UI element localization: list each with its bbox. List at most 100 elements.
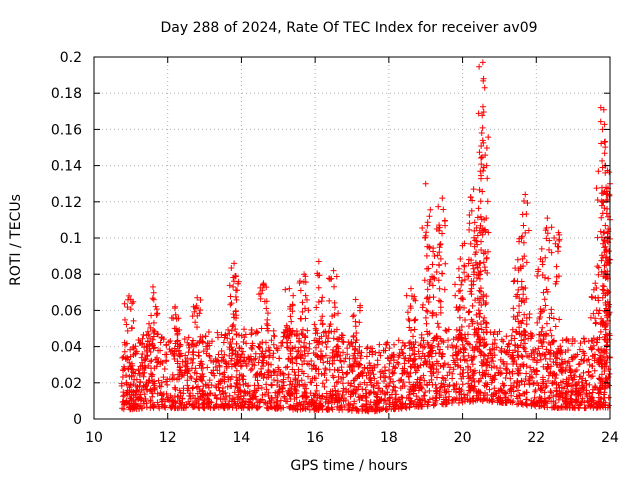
data-point <box>285 374 292 381</box>
data-point <box>205 340 212 347</box>
data-point <box>363 401 370 408</box>
data-point <box>286 388 293 395</box>
data-point <box>439 270 446 277</box>
data-point <box>281 330 288 337</box>
data-point <box>461 262 468 269</box>
data-point <box>345 407 352 414</box>
data-point <box>228 355 235 362</box>
data-point <box>225 326 232 333</box>
data-point <box>280 372 287 379</box>
data-point <box>598 190 605 197</box>
data-point <box>478 142 485 149</box>
data-point <box>574 380 581 387</box>
data-point <box>149 393 156 400</box>
data-point <box>419 224 426 231</box>
data-point <box>197 306 204 313</box>
data-point <box>350 360 357 367</box>
data-point <box>226 352 233 359</box>
data-point <box>243 340 250 347</box>
data-point <box>150 296 157 303</box>
data-point <box>430 369 437 376</box>
data-point <box>591 384 598 391</box>
data-point <box>524 200 531 207</box>
data-point <box>260 353 267 360</box>
data-point <box>352 296 359 303</box>
data-point <box>268 382 275 389</box>
data-point <box>437 298 444 305</box>
y-tick-label: 0.12 <box>51 195 82 211</box>
data-point <box>154 331 161 338</box>
data-point <box>234 354 241 361</box>
data-point <box>510 358 517 365</box>
data-point <box>426 213 433 220</box>
data-point <box>358 349 365 356</box>
data-point <box>353 337 360 344</box>
data-point <box>278 339 285 346</box>
data-point <box>435 324 442 331</box>
data-point <box>442 377 449 384</box>
data-points <box>118 59 613 415</box>
data-point <box>523 321 530 328</box>
data-point <box>548 398 555 405</box>
data-point <box>322 366 329 373</box>
data-point <box>516 391 523 398</box>
x-tick-label: 18 <box>380 430 398 446</box>
data-point <box>295 347 302 354</box>
data-point <box>340 339 347 346</box>
data-point <box>513 383 520 390</box>
data-point <box>261 391 268 398</box>
data-point <box>543 320 550 327</box>
data-point <box>298 330 305 337</box>
data-point <box>185 334 192 341</box>
data-point <box>356 361 363 368</box>
data-point <box>407 400 414 407</box>
data-point <box>235 280 242 287</box>
data-point <box>468 257 475 264</box>
data-point <box>334 352 341 359</box>
data-point <box>260 359 267 366</box>
data-point <box>565 358 572 365</box>
data-point <box>287 358 294 365</box>
data-point <box>240 338 247 345</box>
data-point <box>480 291 487 298</box>
data-point <box>148 357 155 364</box>
data-point <box>585 368 592 375</box>
data-point <box>435 369 442 376</box>
data-point <box>252 373 259 380</box>
data-point <box>411 350 418 357</box>
data-point <box>247 367 254 374</box>
data-point <box>436 222 443 229</box>
data-point <box>175 315 182 322</box>
data-point <box>384 355 391 362</box>
data-point <box>602 144 609 151</box>
data-point <box>301 339 308 346</box>
data-point <box>301 382 308 389</box>
data-point <box>514 312 521 319</box>
data-point <box>454 363 461 370</box>
data-point <box>563 396 570 403</box>
axis-ticks: 10 12 14 16 18 20 22 24 0 0.02 0.04 0.06 0.08 0.1 0.12… <box>51 50 619 446</box>
data-point <box>539 374 546 381</box>
data-point <box>256 398 263 405</box>
x-tick-label: 10 <box>85 430 103 446</box>
data-point <box>426 387 433 394</box>
data-point <box>509 368 516 375</box>
data-point <box>295 366 302 373</box>
data-point <box>593 185 600 192</box>
data-point <box>215 334 222 341</box>
data-point <box>479 154 486 161</box>
data-point <box>406 391 413 398</box>
data-point <box>249 340 256 347</box>
data-point <box>422 357 429 364</box>
data-point <box>441 217 448 224</box>
y-tick-label: 0.16 <box>51 122 82 138</box>
data-point <box>313 406 320 413</box>
data-point <box>274 347 281 354</box>
data-point <box>435 340 442 347</box>
data-point <box>477 310 484 317</box>
data-point <box>247 353 254 360</box>
data-point <box>483 293 490 300</box>
data-point <box>139 351 146 358</box>
data-point <box>600 237 607 244</box>
data-point <box>443 327 450 334</box>
